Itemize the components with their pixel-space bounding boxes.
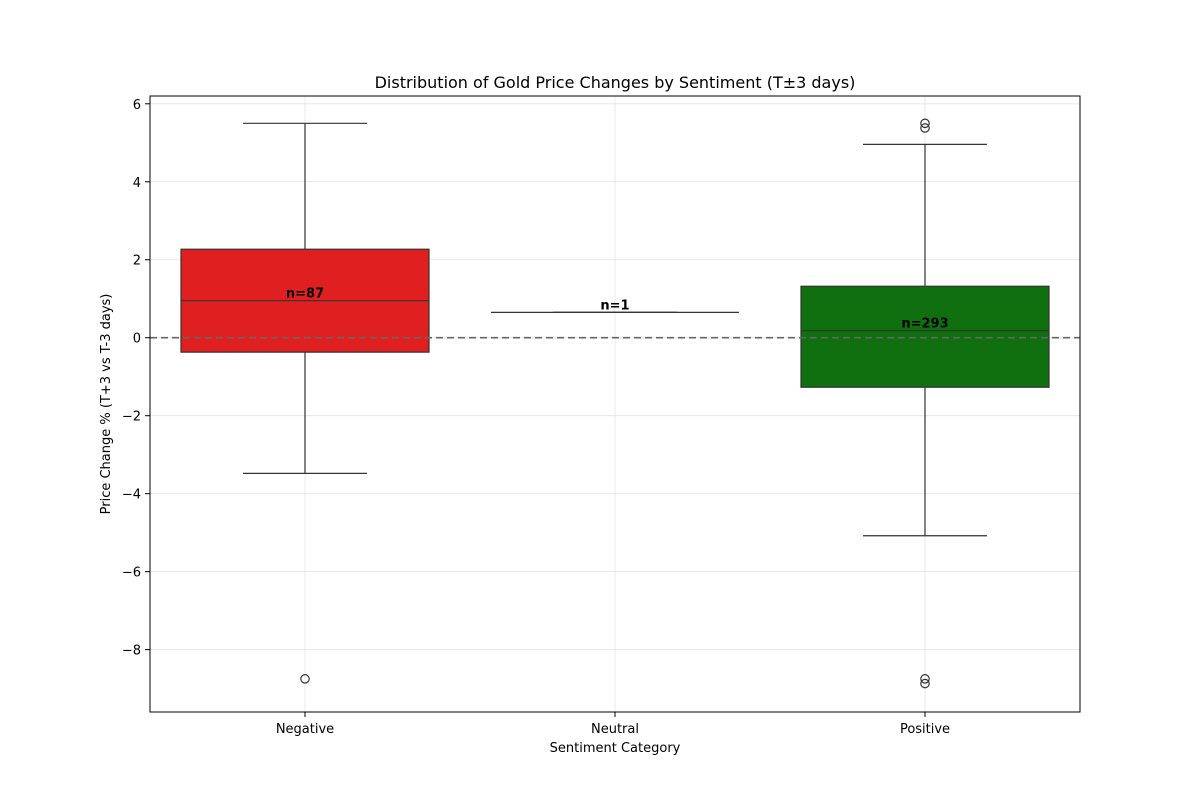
x-tick-label: Negative	[276, 722, 334, 737]
grid-lines	[150, 96, 1080, 712]
count-label-negative: n=87	[286, 287, 324, 302]
y-tick-label: −6	[122, 566, 141, 581]
chart-title: Distribution of Gold Price Changes by Se…	[375, 73, 856, 92]
y-tick-label: −8	[122, 644, 141, 659]
box-negative	[180, 122, 430, 684]
count-labels: n=87 n=1 n=293	[286, 287, 949, 332]
box-plot-series	[180, 118, 1050, 689]
x-axis-label: Sentiment Category	[550, 741, 681, 756]
outlier-point	[920, 118, 930, 129]
count-label-positive: n=293	[901, 317, 948, 332]
box-positive	[800, 118, 1050, 689]
y-tick-label: 6	[133, 98, 141, 113]
y-axis-label: Price Change % (T+3 vs T-3 days)	[99, 294, 114, 515]
x-tick-label: Positive	[900, 722, 950, 737]
outlier-point	[300, 674, 310, 684]
iqr-box	[800, 285, 1050, 388]
count-label-neutral: n=1	[600, 298, 629, 313]
y-tick-label: −2	[122, 410, 141, 425]
outlier-point	[920, 678, 930, 689]
outlier-point	[920, 123, 930, 133]
outlier-point	[920, 674, 930, 684]
y-tick-label: 2	[133, 254, 141, 269]
y-tick-label: 0	[133, 332, 141, 347]
x-tick-label: Neutral	[591, 722, 639, 737]
y-tick-label: 4	[133, 176, 141, 191]
axes: 6 4 2 0 −2 −4 −6 −8 Negative Neutral Positive	[122, 95, 1081, 737]
y-tick-label: −4	[122, 488, 141, 503]
